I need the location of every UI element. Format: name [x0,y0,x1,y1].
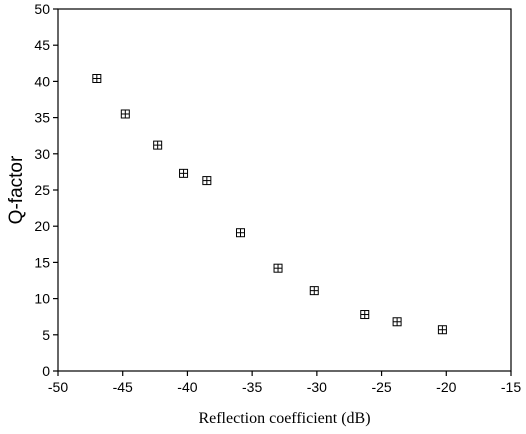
y-tick-label: 30 [34,146,50,162]
y-tick-label: 10 [34,291,50,307]
y-axis-label: Q-factor [6,155,27,224]
x-tick-label: -50 [48,379,68,395]
x-axis-ticks: -50 -45 -40 -35 -30 -25 -20 -15 [48,371,521,395]
x-tick-label: -35 [242,379,262,395]
y-tick-label: 40 [34,73,50,89]
data-point [120,109,130,119]
x-tick-label: -45 [113,379,133,395]
y-tick-label: 5 [42,327,50,343]
y-tick-label: 0 [42,363,50,379]
data-point [309,286,319,296]
x-tick-label: -15 [501,379,521,395]
x-tick-label: -30 [307,379,327,395]
data-point [202,176,212,186]
y-tick-label: 35 [34,110,50,126]
y-tick-label: 25 [34,182,50,198]
plot-frame [57,8,512,372]
data-point [153,140,163,150]
y-tick-label: 20 [34,218,50,234]
data-point [273,263,283,273]
x-tick-label: -20 [436,379,456,395]
x-axis-label: Reflection coefficient (dB) [198,410,370,427]
y-axis-ticks: 0 5 10 15 20 25 30 35 40 45 50 [34,1,58,379]
x-tick-label: -40 [177,379,197,395]
y-tick-label: 45 [34,37,50,53]
x-tick-label: -25 [371,379,391,395]
data-point [360,310,370,320]
y-tick-label: 50 [34,1,50,17]
data-points [92,74,447,335]
data-point [392,317,402,327]
data-point [437,325,447,335]
y-tick-label: 15 [34,254,50,270]
data-point [179,168,189,178]
data-point [92,74,102,84]
data-point [235,228,245,238]
